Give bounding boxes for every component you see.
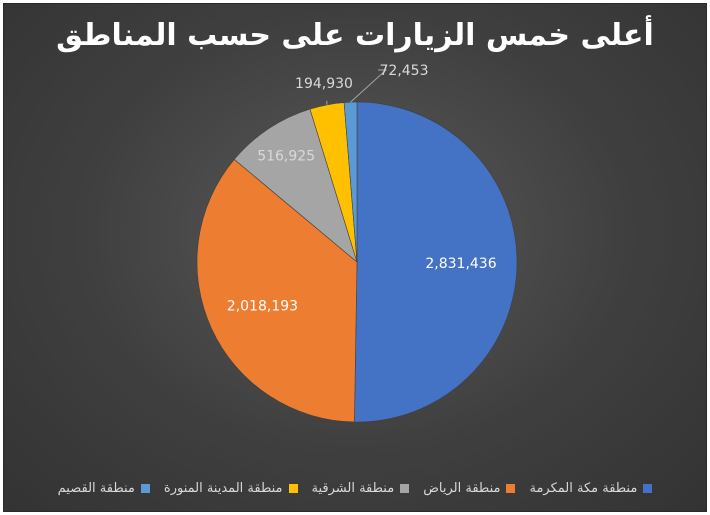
leader-line-5: [350, 69, 388, 103]
data-label-1: 2,831,436: [425, 256, 496, 272]
legend-item-2: منطقة الرياض: [423, 480, 516, 496]
legend-swatch-2: [506, 483, 516, 493]
data-label-4: 194,930: [295, 76, 353, 92]
legend-label-1: منطقة مكة المكرمة: [529, 480, 638, 496]
chart-legend: منطقة مكة المكرمة منطقة الرياض منطقة الشرق…: [4, 478, 706, 498]
data-label-5: 72,453: [380, 63, 429, 79]
legend-label-2: منطقة الرياض: [423, 480, 501, 496]
pie-slice-1: [354, 101, 518, 423]
data-label-2: 2,018,193: [227, 298, 298, 314]
data-label-3: 516,925: [257, 148, 315, 164]
chart-title: أعلى خمس الزيارات على حسب المناطق: [56, 18, 654, 53]
legend-label-5: منطقة القصيم: [57, 480, 135, 496]
legend-label-4: منطقة المدينة المنورة: [163, 480, 283, 496]
chart-area: أعلى خمس الزيارات على حسب المناطق 2,831,…: [3, 3, 707, 512]
legend-swatch-3: [400, 483, 410, 493]
pie-chart: 2,831,436 2,018,193 516,925 194,930 72,453: [196, 63, 518, 423]
legend-label-3: منطقة الشرقية: [311, 480, 395, 496]
legend-item-1: منطقة مكة المكرمة: [529, 480, 653, 496]
legend-item-5: منطقة القصيم: [58, 481, 150, 496]
legend-swatch-1: [643, 483, 653, 493]
pie-slice-3: [233, 108, 358, 263]
legend-swatch-5: [140, 483, 150, 493]
legend-item-3: منطقة الشرقية: [312, 481, 410, 496]
legend-item-4: منطقة المدينة المنورة: [164, 481, 298, 496]
legend-swatch-4: [288, 483, 298, 493]
pie-slice-2: [196, 158, 358, 423]
